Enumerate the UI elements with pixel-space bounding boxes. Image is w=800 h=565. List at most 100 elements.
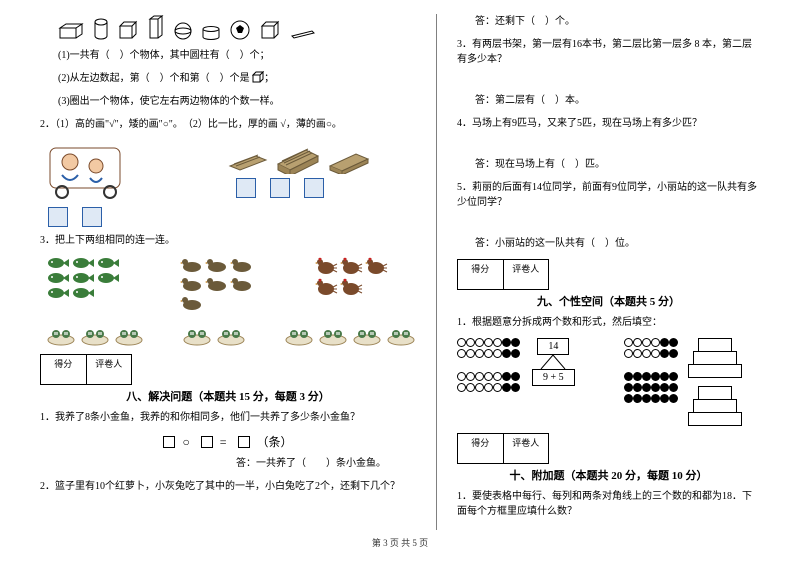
stack-box[interactable] (693, 351, 737, 365)
tray-icon (284, 322, 314, 346)
stick-icon (290, 28, 316, 40)
kids-swing-icon (40, 140, 150, 200)
cuboid-icon (58, 22, 84, 40)
fish-group (46, 256, 120, 312)
q-r5: 5．莉丽的后面有14位同学，前面有9位同学，小丽站的这一队共有多少位同学？ (457, 180, 760, 210)
score-label: 得分 (458, 434, 504, 463)
answer-box[interactable] (48, 207, 68, 227)
stack-box[interactable] (688, 364, 742, 378)
hen-group (314, 256, 388, 312)
stack-box[interactable] (688, 412, 742, 426)
short-cylinder-icon (202, 26, 220, 40)
fish-icon (46, 256, 70, 270)
tray-icon (80, 322, 110, 346)
section-8-title: 八、解决问题（本题共 15 分，每题 3 分） (40, 388, 416, 404)
duck-icon (180, 294, 204, 312)
split-boxes: 14 9 + 5 (532, 338, 575, 386)
q8-1: 1．我养了8条小金鱼，我养的和你相同多，他们一共养了多少条小金鱼？ (40, 410, 416, 425)
tray-icon (386, 322, 416, 346)
q2-images (40, 140, 416, 227)
grader-label: 评卷人 (87, 355, 132, 384)
duck-icon (205, 256, 229, 274)
duck-icon (205, 275, 229, 293)
grader-label: 评卷人 (504, 260, 549, 289)
q3: 3．把上下两组相同的连一连。 (40, 233, 416, 248)
answer-box[interactable] (236, 178, 256, 198)
q1c: (3)圈出一个物体，使它左右两边物体的个数一样。 (58, 94, 416, 109)
cylinder-icon (94, 18, 108, 40)
cube-icon (118, 20, 138, 40)
hen-icon (339, 256, 363, 276)
q-r3: 3．有两层书架，第一层有16本书，第二层比第一层多 8 本，第二层有多少本？ (457, 37, 760, 67)
score-label: 得分 (458, 260, 504, 289)
score-box-8: 得分 评卷人 (40, 354, 132, 385)
left-column: (1)一共有（ ）个物体，其中圆柱有（ ）个； (2)从左边数起，第（ ）个和第… (28, 14, 434, 530)
hen-icon (339, 277, 363, 297)
split-box-bottom: 9 + 5 (532, 369, 575, 386)
tray-icon (352, 322, 382, 346)
section-9-title: 九、个性空间（本题共 5 分） (457, 293, 760, 309)
q2: 2．（1）高的画"√"，矮的画"○"。 （2）比一比，厚的画 √，薄的画○。 (40, 117, 416, 132)
fish-icon (46, 271, 70, 285)
q1b: (2)从左边数起，第（ ）个和第（ ）个是 ； (58, 71, 416, 86)
squares-row-left (48, 207, 228, 227)
dot-diagram-right (624, 338, 678, 405)
squares-row-right (236, 178, 416, 198)
eq-box[interactable] (163, 436, 175, 448)
tray-icon (216, 322, 246, 346)
sphere-icon (174, 22, 192, 40)
duck-icon (180, 275, 204, 293)
stack-box[interactable] (693, 399, 737, 413)
tray-row (46, 322, 416, 346)
stack-boxes (688, 338, 742, 425)
tray-icon (182, 322, 212, 346)
tray-icon (46, 322, 76, 346)
answer-box[interactable] (82, 207, 102, 227)
ans-3: 答：第二层有（ ）本。 (475, 93, 760, 108)
duck-group (180, 256, 254, 312)
page-container: (1)一共有（ ）个物体，其中圆柱有（ ）个； (2)从左边数起，第（ ）个和第… (0, 0, 800, 530)
answer-box[interactable] (304, 178, 324, 198)
column-divider (436, 14, 437, 530)
stack-box[interactable] (698, 338, 732, 352)
answer-box[interactable] (270, 178, 290, 198)
right-column: 答：还剩下（ ）个。 3．有两层书架，第一层有16本书，第二层比第一层多 8 本… (439, 14, 772, 530)
q-r4: 4．马场上有9匹马，又来了5匹，现在马场上有多少匹？ (457, 116, 760, 131)
animal-row (46, 256, 416, 312)
thick-book-icon (276, 140, 320, 174)
duck-icon (230, 275, 254, 293)
q8-1-answer: 答：一共养了（ ）条小金鱼。 (40, 456, 416, 471)
small-cube-icon (252, 71, 264, 83)
duck-icon (180, 256, 204, 274)
stack-box[interactable] (698, 386, 732, 400)
eq-box[interactable] (238, 436, 250, 448)
q8-2: 2．篮子里有10个红萝卜，小灰兔吃了其中的一半，小白兔吃了2个，还剩下几个？ (40, 479, 416, 494)
eq-tail: （条） (257, 435, 293, 449)
cube2-icon (260, 20, 280, 40)
tray-icon (114, 322, 144, 346)
tall-cuboid-icon (148, 14, 164, 40)
ans-4: 答：现在马场上有（ ）匹。 (475, 157, 760, 172)
tray-icon (318, 322, 348, 346)
hen-icon (364, 256, 388, 276)
eq-box[interactable] (201, 436, 213, 448)
equation-row: ○ = （条） (40, 433, 416, 450)
split-box-top: 14 (537, 338, 569, 355)
soccer-ball-icon (230, 20, 250, 40)
score-label: 得分 (41, 355, 87, 384)
score-box-10: 得分 评卷人 (457, 433, 549, 464)
split-lines-icon (533, 355, 573, 369)
grader-label: 评卷人 (504, 434, 549, 463)
shapes-row (58, 14, 416, 40)
hen-icon (314, 256, 338, 276)
q1b-text: (2)从左边数起，第（ ）个和第（ ）个是 (58, 73, 250, 84)
section-10-title: 十、附加题（本题共 20 分，每题 10 分） (457, 467, 760, 483)
med-book-icon (328, 144, 370, 174)
duck-icon (230, 256, 254, 274)
q9-1: 1．根据题意分拆成两个数和形式，然后填空： (457, 315, 760, 330)
ans-2: 答：还剩下（ ）个。 (475, 14, 760, 29)
fish-icon (71, 271, 95, 285)
hen-icon (314, 277, 338, 297)
q1a: (1)一共有（ ）个物体，其中圆柱有（ ）个； (58, 48, 416, 63)
dot-diagram-left (457, 338, 520, 394)
